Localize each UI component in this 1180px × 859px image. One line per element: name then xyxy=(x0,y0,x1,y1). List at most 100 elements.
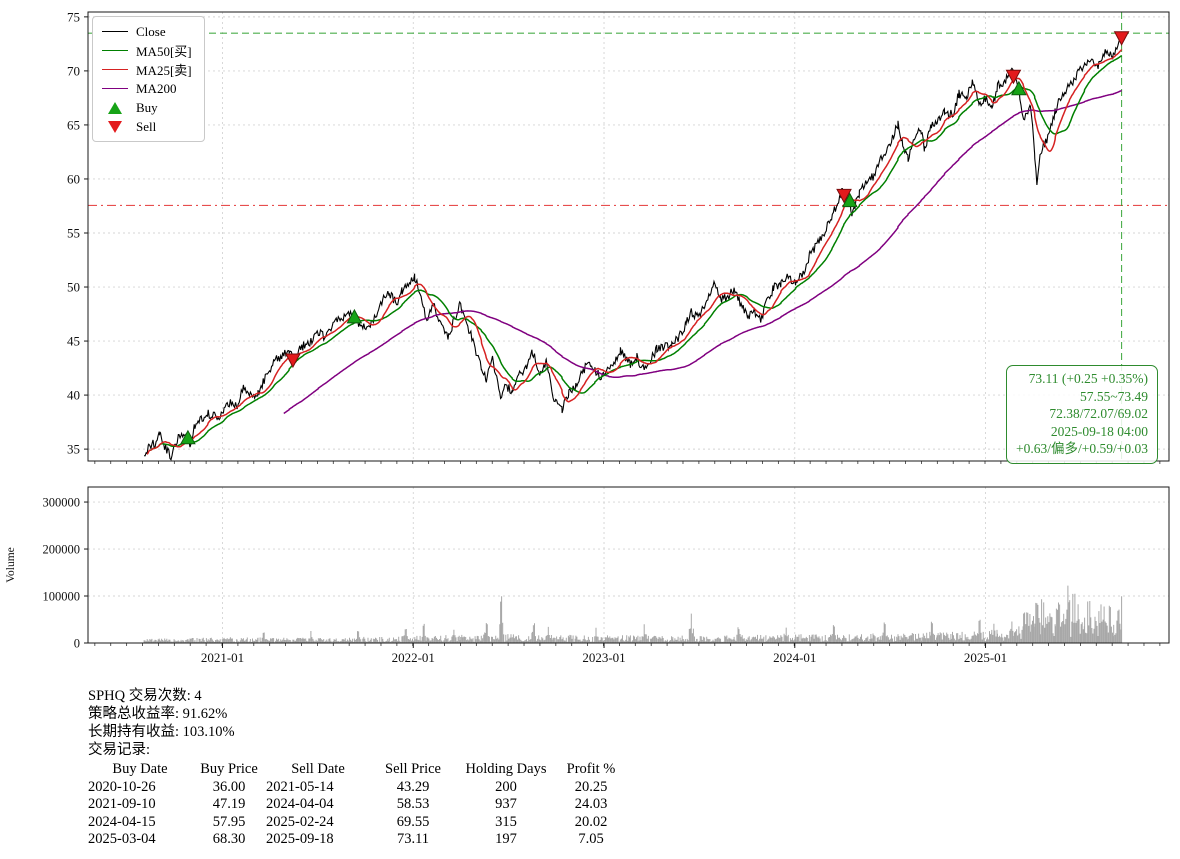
buy-marker xyxy=(841,192,858,208)
trade-cell: 43.29 xyxy=(396,778,430,795)
trade-row: 2025-03-04 68.30 2025-09-18 73.11 197 7.05 xyxy=(88,830,626,848)
stats-strategy-return: 策略总收益率: 91.62% xyxy=(88,706,228,722)
trade-cell: 57.95 xyxy=(212,813,246,830)
volume-axis-label: Volume xyxy=(5,547,17,583)
trade-header-cell: Holding Days xyxy=(465,761,547,777)
legend-item: Close xyxy=(102,24,192,39)
trade-cell: 2021-09-10 xyxy=(88,796,156,812)
trade-row: 2020-10-26 36.00 2021-05-14 43.29 200 20.25 xyxy=(88,778,626,796)
legend-line-swatch xyxy=(102,50,128,51)
trade-cell: 2024-04-15 xyxy=(88,813,156,830)
legend-swatch xyxy=(102,31,128,32)
trade-cell: 68.30 xyxy=(212,831,246,847)
y-tick-label: 55 xyxy=(67,225,80,240)
x-tick-label: 2023-01 xyxy=(582,650,625,665)
legend-label: MA25[卖] xyxy=(136,63,192,78)
legend-item: Buy xyxy=(102,100,192,115)
trade-header-cell: Sell Date xyxy=(291,761,345,777)
volume-tick-label: 100000 xyxy=(43,590,81,604)
legend-swatch xyxy=(102,50,128,51)
legend-line-swatch xyxy=(102,69,128,70)
trade-cell: 36.00 xyxy=(212,778,246,795)
x-tick-label: 2025-01 xyxy=(964,650,1007,665)
volume-bars xyxy=(143,585,1123,643)
ma-line-50 xyxy=(149,54,1123,452)
annotation-line: 2025-09-18 04:00 xyxy=(1050,423,1148,439)
legend-line-swatch xyxy=(102,88,128,89)
trade-header-cell: Buy Price xyxy=(200,761,258,777)
close-line xyxy=(144,37,1123,461)
trade-cell: 937 xyxy=(495,796,517,812)
trade-cell: 69.55 xyxy=(396,813,430,830)
trade-cell: 20.02 xyxy=(574,813,608,830)
annotation-line: 57.55~73.49 xyxy=(1079,388,1148,404)
y-tick-label: 50 xyxy=(67,280,80,295)
trade-header-cell: Sell Price xyxy=(385,761,441,777)
sell-marker xyxy=(1005,69,1022,85)
trade-cell: 315 xyxy=(495,813,517,830)
volume-tick-label: 300000 xyxy=(43,496,81,510)
legend-label: Close xyxy=(136,23,166,39)
stats-block: SPHQ 交易次数: 4 策略总收益率: 91.62% 长期持有收益: 103.… xyxy=(88,687,626,847)
trade-cell: 73.11 xyxy=(396,831,430,847)
chart-legend: Close MA50[买] MA25[卖] MA200 Buy Sell xyxy=(92,16,205,142)
legend-label: MA200 xyxy=(136,80,177,96)
trade-cell: 24.03 xyxy=(574,796,608,812)
trade-cell: 2025-02-24 xyxy=(266,813,334,830)
legend-item: MA50[买] xyxy=(102,43,192,59)
ma-line-25 xyxy=(146,49,1123,455)
trade-cell: 2024-04-04 xyxy=(266,796,334,812)
y-tick-label: 65 xyxy=(67,117,80,132)
trade-row: 2024-04-15 57.95 2025-02-24 69.55 315 20.02 xyxy=(88,813,626,831)
trade-cell: 2025-03-04 xyxy=(88,831,156,847)
trade-cell: 197 xyxy=(495,831,517,847)
annotation-line: 73.11 (+0.25 +0.35%) xyxy=(1028,371,1148,386)
legend-item: MA25[卖] xyxy=(102,62,192,78)
sell-marker xyxy=(285,353,301,369)
y-tick-label: 75 xyxy=(67,9,80,24)
legend-label: Sell xyxy=(136,118,157,134)
trade-table: Buy Date Buy Price Sell Date Sell Price Hold… xyxy=(88,760,626,847)
y-tick-label: 70 xyxy=(67,63,80,78)
price-annotation-box: 73.11 (+0.25 +0.35%) 57.55~73.49 72.38/72.… xyxy=(1006,365,1158,464)
trade-cell: 7.05 xyxy=(578,831,604,847)
price-plot-frame xyxy=(87,11,1170,462)
legend-swatch xyxy=(102,69,128,70)
legend-line-swatch xyxy=(102,31,128,32)
trade-row: 2021-09-10 47.19 2024-04-04 58.53 937 24.03 xyxy=(88,795,626,813)
trade-cell: 2021-05-14 xyxy=(266,778,334,795)
y-tick-label: 40 xyxy=(67,388,80,403)
sell-marker xyxy=(1113,31,1130,46)
annotation-line: 72.38/72.07/69.02 xyxy=(1049,406,1148,422)
volume-tick-label: 0 xyxy=(74,637,80,651)
volume-tick-label: 200000 xyxy=(43,543,81,557)
trade-header-cell: Buy Date xyxy=(112,761,168,777)
trade-cell: 58.53 xyxy=(396,796,430,812)
trade-cell: 20.25 xyxy=(574,778,608,795)
legend-item: Sell xyxy=(102,119,192,134)
legend-swatch xyxy=(102,120,128,133)
legend-swatch xyxy=(102,88,128,89)
legend-item: MA200 xyxy=(102,81,192,96)
volume-plot-frame xyxy=(87,486,1170,644)
trade-cell: 47.19 xyxy=(212,796,246,812)
ma-line-200 xyxy=(283,89,1123,415)
y-tick-label: 60 xyxy=(67,171,80,186)
stats-hold-return: 长期持有收益: 103.10% xyxy=(88,724,235,740)
buy-triangle-icon xyxy=(108,101,122,114)
stats-records-label: 交易记录: xyxy=(88,742,151,758)
sell-marker xyxy=(836,188,852,204)
x-tick-label: 2022-01 xyxy=(392,650,435,665)
buy-marker xyxy=(1011,80,1027,96)
x-tick-label: 2021-01 xyxy=(201,650,244,665)
trade-cell: 2020-10-26 xyxy=(88,778,156,795)
y-tick-label: 45 xyxy=(67,334,80,349)
legend-label: Buy xyxy=(136,99,158,115)
trade-header-cell: Profit % xyxy=(566,761,616,777)
sell-triangle-icon xyxy=(108,120,122,133)
y-tick-label: 35 xyxy=(67,442,80,457)
buy-marker xyxy=(346,308,363,324)
trade-cell: 2025-09-18 xyxy=(266,831,334,847)
stats-trade-count: SPHQ 交易次数: 4 xyxy=(88,688,202,704)
